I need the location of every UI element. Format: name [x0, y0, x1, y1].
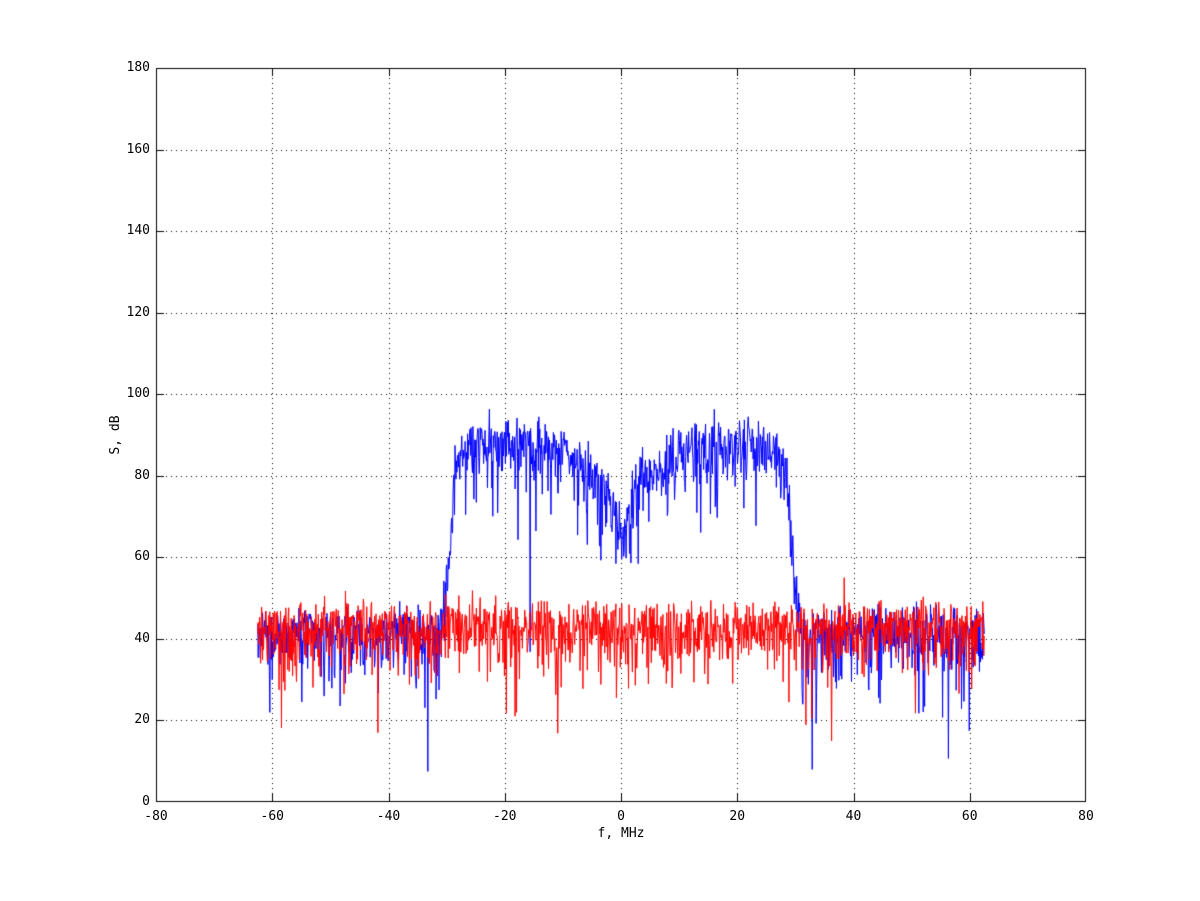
y-tick-label: 60 [134, 549, 150, 565]
x-tick-label: -80 [144, 809, 168, 824]
x-tick-label: 60 [961, 809, 978, 824]
y-tick-label: 100 [126, 386, 150, 402]
y-axis-title: S, dB [108, 415, 123, 455]
x-tick-label: 0 [617, 809, 625, 824]
x-axis-title: f, MHz [597, 826, 645, 841]
x-tick-label: 20 [729, 809, 746, 824]
y-tick-label: 40 [134, 630, 150, 646]
y-tick-label: 0 [142, 794, 150, 809]
x-tick-label: 80 [1078, 809, 1094, 824]
y-tick-label: 160 [126, 141, 150, 157]
x-tick-label: 40 [845, 809, 862, 824]
x-tick-label: -40 [376, 809, 401, 824]
x-tick-label: -60 [260, 809, 284, 824]
y-tick-label: 120 [126, 304, 150, 320]
y-tick-label: 180 [126, 60, 150, 75]
y-tick-label: 80 [134, 467, 150, 483]
y-tick-label: 140 [126, 223, 150, 239]
x-tick-label: -20 [493, 809, 517, 824]
y-tick-label: 20 [134, 712, 150, 728]
